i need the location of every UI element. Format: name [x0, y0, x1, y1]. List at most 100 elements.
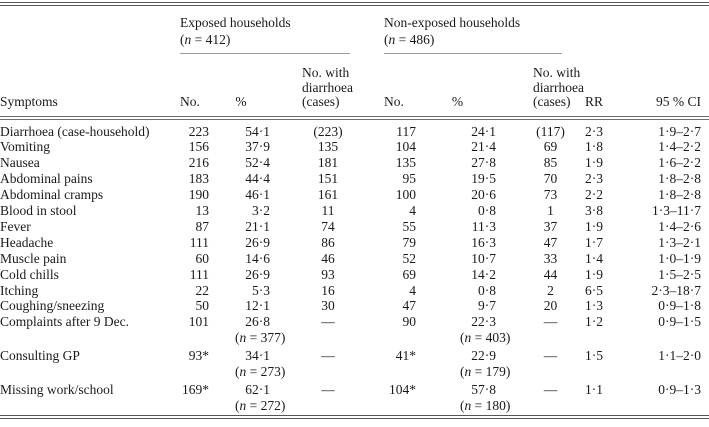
symptom-cell: Missing work/school	[0, 382, 114, 398]
nonexposed-cases-cell: —	[543, 314, 558, 330]
symptom-cell: Diarrhoea (case-household)	[0, 123, 150, 139]
nonexposed-cases-cell: 44	[543, 266, 558, 282]
ci-header: 95 % CI	[656, 94, 702, 109]
ci-cell: 0·9–1·8	[658, 298, 701, 314]
nonexposed-no-cell: 69	[402, 266, 417, 282]
symptom-cell: Headache	[0, 234, 54, 250]
nonexposed-pct-cell: 0·8	[478, 203, 496, 219]
table-row: Vomiting 156 37·9 135 104 21·4 69 1·8 1·4–2·2	[0, 139, 709, 155]
exposed-no-cell: 169*	[182, 382, 209, 398]
exposed-no-cell: 87	[195, 218, 210, 234]
ci-cell: 0·9–1·3	[658, 382, 701, 398]
nonexposed-pct-cell: 16·3	[471, 234, 496, 250]
rr-cell: 1·4	[585, 250, 603, 266]
exposed-cases-cell: 46	[321, 250, 335, 266]
exposed-no-cell: 50	[195, 298, 210, 314]
exposed-cases-cell: 151	[317, 171, 339, 187]
nonexposed-no-cell: 47	[402, 298, 417, 314]
exposed-no-cell: 190	[188, 187, 209, 203]
nonexposed-pct-cell: 24·1	[471, 123, 496, 139]
symptom-cell: Abdominal pains	[0, 171, 93, 187]
ci-cell: 0·9–1·5	[658, 314, 701, 330]
nonexposed-group-title: Non-exposed households	[384, 15, 521, 30]
nonexposed-cases-cell: 73	[543, 187, 558, 203]
exposed-no-cell: 156	[188, 139, 209, 155]
nonexposed-no-cell: 135	[395, 155, 416, 171]
exposed-cases-cell: 30	[321, 298, 335, 314]
exposed-cases-header: No. with diarrhoea (cases)	[302, 65, 353, 109]
rr-cell: 1·9	[585, 155, 603, 171]
symptom-cell: Vomiting	[0, 139, 51, 155]
nonexposed-group-n: (n = 486)	[384, 32, 435, 47]
exposed-cases-cell: —	[321, 348, 335, 364]
nonexposed-cases-cell: (117)	[536, 123, 565, 139]
ci-cell: 1·0–1·9	[658, 250, 701, 266]
exposed-cases-cell: 93	[321, 266, 335, 282]
nonexposed-no-cell: 117	[396, 123, 416, 139]
rr-cell: 1·5	[585, 348, 603, 364]
exposed-no-cell: 22	[195, 282, 210, 298]
exposed-no-cell: 216	[188, 155, 209, 171]
nonexposed-no-cell: 100	[395, 187, 416, 203]
nonexposed-group-label: Non-exposed households (n = 486)	[384, 14, 585, 48]
nonexposed-cases-cell: 37	[543, 218, 558, 234]
nonexposed-no-header: No.	[384, 94, 404, 109]
rr-cell: 2·3	[585, 123, 603, 139]
nonexposed-no-cell: 41*	[395, 348, 416, 364]
exposed-group-n: (n = 412)	[180, 32, 231, 47]
nonexposed-no-cell: 104*	[389, 382, 416, 398]
exposed-pct-cell: 62·1 (n = 272)	[210, 379, 286, 414]
nonexposed-pct-cell: 14·2	[471, 266, 496, 282]
exposed-pct-cell: 14·6	[245, 250, 270, 266]
exposed-pct-cell: 34·1 (n = 273)	[210, 345, 285, 379]
table-row: Complaints after 9 Dec. 101 26·8 (n = 377) —…	[0, 314, 709, 345]
exposed-no-cell: 111	[189, 266, 209, 282]
nonexposed-cases-cell: 70	[543, 171, 558, 187]
bottom-rule	[0, 415, 709, 420]
nonexposed-pct-cell: 22·3 (n = 403)	[417, 314, 510, 345]
symptom-cell: Coughing/sneezing	[0, 298, 105, 314]
table-row: Abdominal pains 183 44·4 151 95 19·5 70 2·3 1·8–…	[0, 171, 709, 187]
rr-cell: 1·9	[585, 218, 603, 234]
exposed-no-cell: 101	[188, 314, 209, 330]
group-header-spacer	[0, 6, 180, 54]
exposed-cases-cell: 181	[317, 155, 339, 171]
table-row: Fever 87 21·1 74 55 11·3 37 1·9 1·4–2·6	[0, 219, 709, 235]
column-header-row: Symptoms No. % No. with diarrhoea (cases…	[0, 54, 709, 113]
symptom-cell: Abdominal cramps	[0, 187, 104, 203]
nonexposed-group-cell: Non-exposed households (n = 486)	[384, 6, 585, 54]
table-row: Abdominal cramps 190 46·1 161 100 20·6 73 2·2 1·…	[0, 187, 709, 203]
table-row: Itching 22 5·3 16 4 0·8 2 6·5 2·3–18·7	[0, 283, 709, 299]
exposed-no-cell: 60	[195, 250, 210, 266]
exposed-no-cell: 183	[188, 171, 209, 187]
table-row: Blood in stool 13 3·2 11 4 0·8 1 3·8 1·3–11·7	[0, 203, 709, 219]
exposed-cases-cell: 135	[317, 139, 339, 155]
nonexposed-no-cell: 79	[402, 234, 417, 250]
table-row: Diarrhoea (case-household) 223 54·1 (223) 11…	[0, 124, 709, 140]
exposed-group-title: Exposed households	[180, 15, 291, 30]
symptom-cell: Nausea	[0, 155, 40, 171]
nonexposed-cases-cell: —	[543, 382, 558, 398]
exposed-no-cell: 111	[189, 234, 209, 250]
nonexposed-no-cell: 104	[395, 139, 416, 155]
symptoms-header: Symptoms	[0, 94, 58, 109]
exposed-pct-cell: 12·1	[245, 298, 270, 314]
exposed-cases-cell: 86	[321, 234, 335, 250]
exposed-pct-cell: 52·4	[245, 155, 270, 171]
rr-header: RR	[585, 94, 604, 109]
nonexposed-pct-cell: 22·9 (n = 179)	[417, 345, 510, 379]
exposed-subsample: (n = 272)	[235, 398, 286, 414]
nonexposed-no-cell: 95	[402, 171, 417, 187]
nonexposed-cases-cell: 1	[547, 203, 554, 219]
nonexposed-pct-cell: 19·5	[471, 171, 496, 187]
exposed-no-cell: 223	[188, 123, 209, 139]
nonexposed-pct-cell: 9·7	[478, 298, 496, 314]
nonexposed-cases-cell: 47	[543, 234, 558, 250]
table-row: Cold chills 111 26·9 93 69 14·2 44 1·9 1·5–2·5	[0, 267, 709, 283]
nonexposed-pct-cell: 20·6	[471, 187, 496, 203]
nonexposed-subsample: (n = 180)	[460, 398, 511, 414]
rr-cell: 1·1	[585, 382, 603, 398]
ci-cell: 1·9–2·7	[658, 123, 701, 139]
symptom-cell: Consulting GP	[0, 348, 80, 364]
exposed-no-header: No.	[180, 94, 200, 109]
